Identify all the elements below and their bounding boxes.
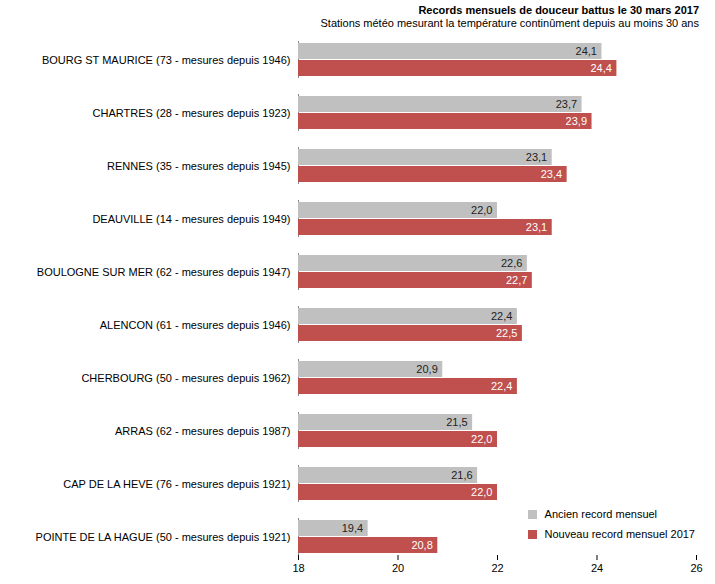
svg-text:22,4: 22,4 bbox=[491, 310, 512, 322]
svg-text:21,5: 21,5 bbox=[446, 416, 467, 428]
svg-text:20,9: 20,9 bbox=[416, 363, 437, 375]
svg-text:BOURG ST MAURICE (73 - mesures: BOURG ST MAURICE (73 - mesures depuis 19… bbox=[42, 54, 291, 66]
svg-text:22,0: 22,0 bbox=[471, 204, 492, 216]
svg-text:24,1: 24,1 bbox=[576, 45, 597, 57]
svg-text:22: 22 bbox=[491, 562, 503, 574]
svg-text:20,8: 20,8 bbox=[411, 539, 432, 551]
svg-text:RENNES (35 - mesures depuis 19: RENNES (35 - mesures depuis 1945) bbox=[107, 160, 290, 172]
svg-text:POINTE DE LA HAGUE (50 - mesur: POINTE DE LA HAGUE (50 - mesures depuis … bbox=[36, 531, 291, 543]
svg-text:18: 18 bbox=[292, 562, 304, 574]
svg-text:22,7: 22,7 bbox=[506, 274, 527, 286]
svg-text:23,4: 23,4 bbox=[541, 168, 562, 180]
html-text:Records mensuels de douceur ba: Records mensuels de douceur battus le 30… bbox=[418, 4, 699, 16]
svg-text:CHERBOURG (50 - mesures depuis: CHERBOURG (50 - mesures depuis 1962) bbox=[81, 372, 290, 384]
svg-text:ALENCON (61 - mesures depuis 1: ALENCON (61 - mesures depuis 1946) bbox=[100, 319, 291, 331]
svg-text:22,4: 22,4 bbox=[491, 380, 512, 392]
svg-text:CAP DE LA HEVE (76 - mesures d: CAP DE LA HEVE (76 - mesures depuis 1921… bbox=[63, 478, 290, 490]
svg-text:20: 20 bbox=[392, 562, 404, 574]
svg-text:23,7: 23,7 bbox=[556, 98, 577, 110]
svg-text:23,9: 23,9 bbox=[566, 115, 587, 127]
html-text:Nouveau record mensuel 2017: Nouveau record mensuel 2017 bbox=[544, 528, 695, 540]
svg-text:23,1: 23,1 bbox=[526, 151, 547, 163]
svg-text:DEAUVILLE (14 - mesures depuis: DEAUVILLE (14 - mesures depuis 1949) bbox=[92, 213, 290, 225]
svg-text:21,6: 21,6 bbox=[451, 469, 472, 481]
svg-text:CHARTRES (28 - mesures depuis: CHARTRES (28 - mesures depuis 1923) bbox=[93, 107, 291, 119]
svg-text:19,4: 19,4 bbox=[342, 522, 363, 534]
svg-text:26: 26 bbox=[690, 562, 702, 574]
svg-text:22,0: 22,0 bbox=[471, 433, 492, 445]
svg-text:24: 24 bbox=[591, 562, 603, 574]
svg-text:BOULOGNE SUR MER (62 - mesures: BOULOGNE SUR MER (62 - mesures depuis 19… bbox=[37, 266, 291, 278]
svg-text:23,1: 23,1 bbox=[526, 221, 547, 233]
svg-text:22,0: 22,0 bbox=[471, 486, 492, 498]
html-text:Ancien record mensuel: Ancien record mensuel bbox=[544, 508, 658, 520]
svg-text:ARRAS (62 - mesures depuis 198: ARRAS (62 - mesures depuis 1987) bbox=[115, 425, 290, 437]
html-text:Stations météo mesurant la tem: Stations météo mesurant la température c… bbox=[320, 17, 699, 29]
svg-text:22,6: 22,6 bbox=[501, 257, 522, 269]
svg-text:24,4: 24,4 bbox=[590, 62, 611, 74]
svg-text:22,5: 22,5 bbox=[496, 327, 517, 339]
